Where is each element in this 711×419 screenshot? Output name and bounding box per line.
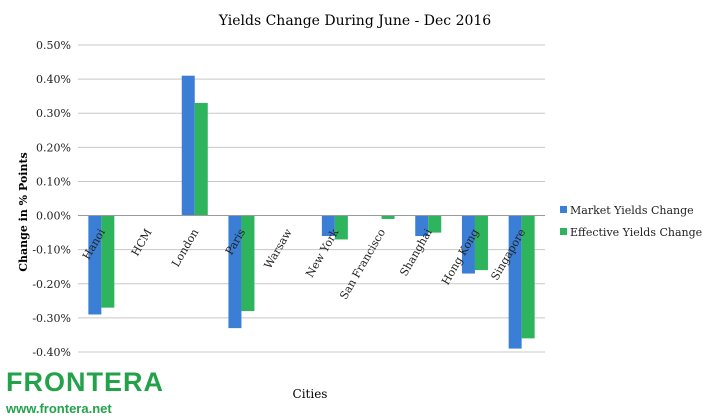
- bar: [415, 215, 429, 237]
- bar: [428, 215, 442, 233]
- y-tick-label: -0.20%: [32, 278, 71, 291]
- bar: [381, 215, 395, 219]
- legend-swatch: [560, 228, 567, 235]
- category-label: Warsaw: [262, 226, 295, 271]
- y-tick-label: 0.20%: [36, 141, 71, 154]
- frontera-logo: FRONTERA www.frontera.net: [5, 367, 164, 416]
- gridlines: [78, 44, 545, 353]
- bar: [181, 75, 195, 216]
- y-tick-label: 0.10%: [36, 175, 71, 188]
- bar: [508, 215, 522, 349]
- bar: [521, 215, 535, 339]
- logo-wordmark: FRONTERA: [6, 367, 164, 397]
- y-tick-label: 0.30%: [36, 107, 71, 120]
- legend: Market Yields Change Effective Yields Cha…: [560, 204, 702, 239]
- y-tick-label: -0.40%: [32, 346, 71, 359]
- x-axis-title: Cities: [293, 387, 328, 401]
- bar: [88, 215, 102, 315]
- legend-swatch: [560, 206, 567, 213]
- bar: [334, 215, 348, 240]
- y-tick-labels: 0.50% 0.40% 0.30% 0.20% 0.10% 0.00% -0.10% -0.2…: [32, 39, 71, 359]
- category-label: London: [169, 227, 201, 270]
- y-axis-title: Change in % Points: [17, 152, 30, 271]
- y-tick-label: -0.10%: [32, 244, 71, 257]
- bars: [88, 75, 535, 349]
- category-label: HCM: [129, 227, 155, 259]
- legend-label: Effective Yields Change: [570, 226, 702, 239]
- y-tick-label: 0.40%: [36, 73, 71, 86]
- y-tick-label: -0.30%: [32, 312, 71, 325]
- bar: [194, 102, 208, 216]
- bar: [241, 215, 255, 312]
- logo-url: www.frontera.net: [5, 401, 112, 416]
- bar: [101, 215, 115, 308]
- bar: [474, 215, 488, 271]
- bar: [228, 215, 242, 329]
- bar: [321, 215, 335, 237]
- y-tick-label: 0.50%: [36, 39, 71, 52]
- chart-title: Yields Change During June - Dec 2016: [218, 13, 492, 29]
- y-tick-label: 0.00%: [36, 210, 71, 223]
- bar: [461, 215, 475, 274]
- legend-label: Market Yields Change: [570, 204, 694, 217]
